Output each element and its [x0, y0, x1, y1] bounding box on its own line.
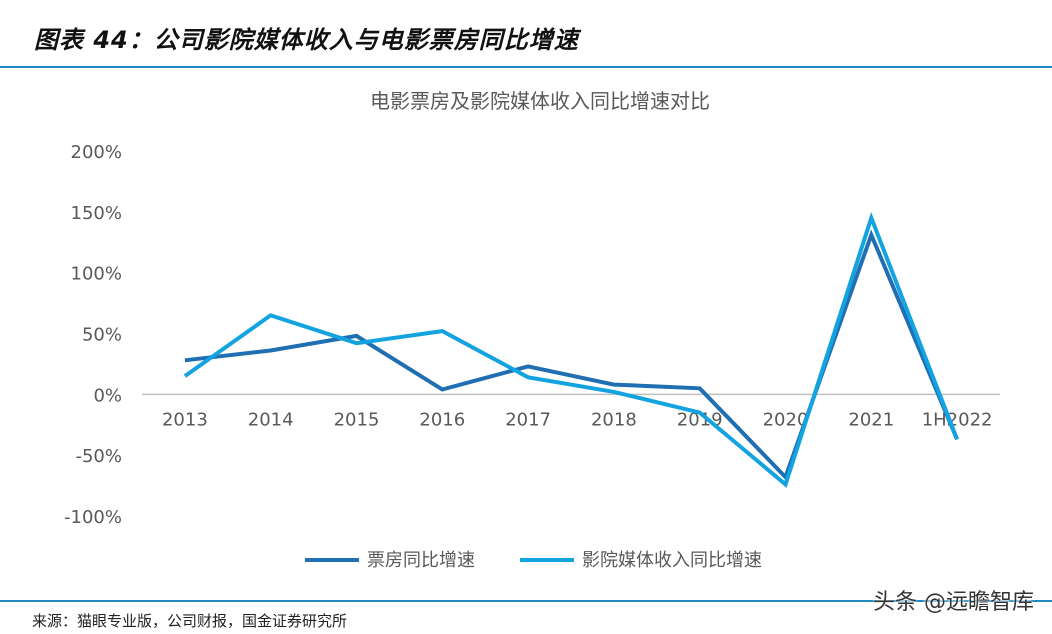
figure-footer: 来源：猫眼专业版，公司财报，国金证券研究所 头条 @远瞻智库	[0, 590, 1052, 634]
y-tick-label: 50%	[82, 325, 122, 346]
series-line-1	[184, 229, 959, 481]
x-axis-ticks: 2013 2014 2015 2016 2017 2018 2019 2020 2021 1H20…	[162, 409, 993, 430]
chart-title: 电影票房及影院媒体收入同比增速对比	[370, 89, 710, 113]
legend-label: 票房同比增速	[367, 550, 475, 571]
x-tick-label: 2019	[677, 409, 723, 430]
y-tick-label: 150%	[71, 203, 122, 224]
y-axis-ticks: 200% 150% 100% 50% 0% -50% -100%	[64, 142, 122, 528]
y-tick-label: -50%	[75, 446, 122, 467]
x-tick-label: 2014	[248, 409, 294, 430]
legend-item: 影院媒体收入同比增速	[520, 550, 762, 571]
y-tick-label: 200%	[71, 142, 122, 163]
legend-label: 影院媒体收入同比增速	[582, 550, 762, 571]
series-line-2	[183, 211, 959, 488]
x-tick-label: 2020	[763, 409, 809, 430]
legend: 票房同比增速 影院媒体收入同比增速	[305, 550, 762, 571]
x-tick-label: 2017	[505, 409, 551, 430]
x-tick-label: 2013	[162, 409, 208, 430]
x-tick-label: 2018	[591, 409, 637, 430]
x-tick-label: 1H2022	[922, 409, 993, 430]
y-tick-label: -100%	[64, 507, 122, 528]
y-tick-label: 0%	[93, 385, 122, 406]
figure-title: 图表 44：公司影院媒体收入与电影票房同比增速	[34, 26, 579, 54]
source-note: 来源：猫眼专业版，公司财报，国金证券研究所	[32, 612, 348, 630]
x-tick-label: 2016	[419, 409, 465, 430]
y-tick-label: 100%	[71, 264, 122, 285]
x-tick-label: 2021	[848, 409, 894, 430]
legend-item: 票房同比增速	[305, 550, 475, 571]
x-tick-label: 2015	[334, 409, 380, 430]
series-lines	[183, 211, 959, 488]
figure-header: 图表 44：公司影院媒体收入与电影票房同比增速	[0, 0, 1052, 68]
watermark: 头条 @远瞻智库	[873, 590, 1034, 615]
line-chart: 电影票房及影院媒体收入同比增速对比 200% 150% 100% 50% 0% -50% -…	[64, 89, 1000, 571]
